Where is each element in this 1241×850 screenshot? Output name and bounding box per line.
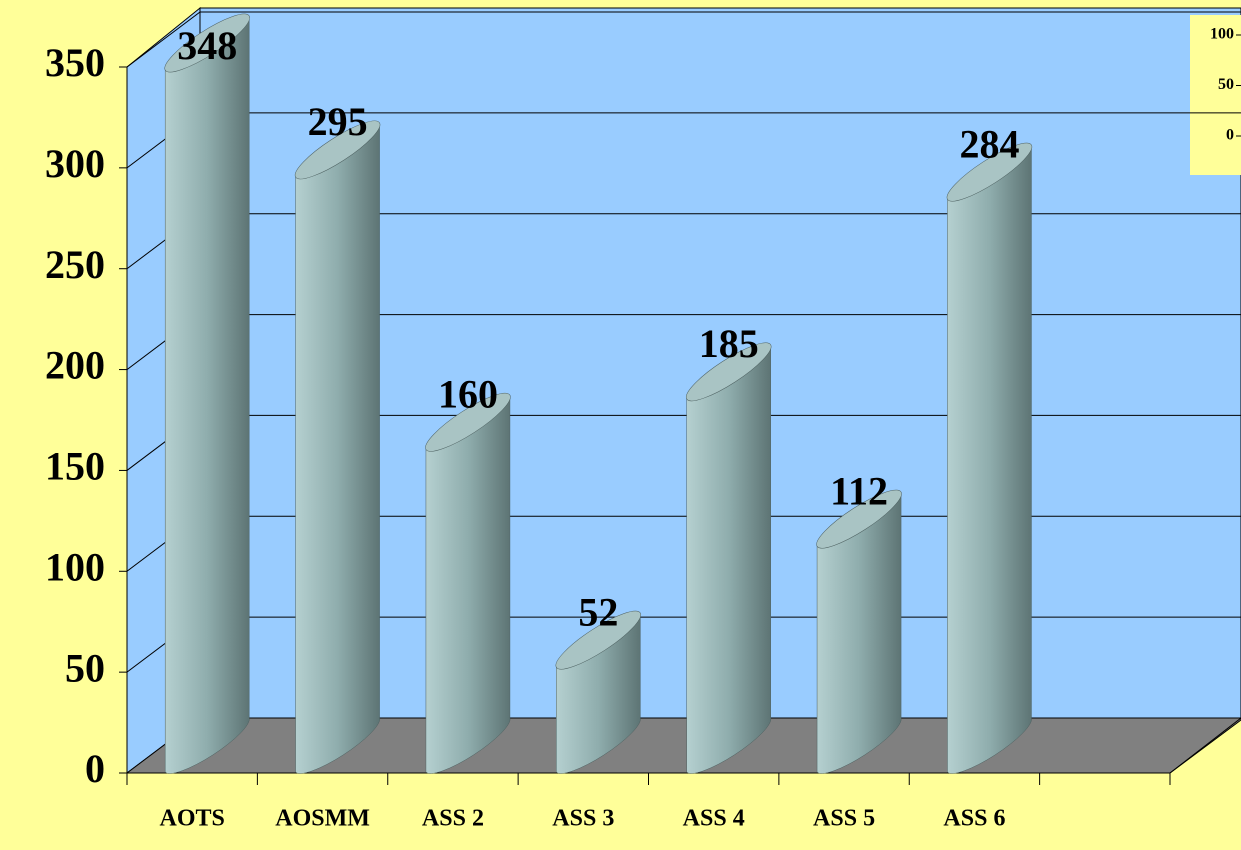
x-tick-label: ASS 5 bbox=[813, 806, 875, 832]
value-label: 185 bbox=[699, 321, 759, 366]
bar-top bbox=[816, 489, 902, 549]
y-tick-label: 250 bbox=[45, 242, 105, 287]
inset-tick-label: 0 bbox=[1226, 127, 1234, 144]
value-label: 295 bbox=[308, 99, 368, 144]
inset-tick-label: 50 bbox=[1218, 76, 1234, 93]
inset-panel bbox=[1190, 15, 1241, 175]
y-tick-label: 150 bbox=[45, 444, 105, 489]
value-label: 284 bbox=[959, 121, 1019, 166]
y-tick-label: 100 bbox=[45, 544, 105, 589]
x-tick-label: ASS 4 bbox=[683, 806, 745, 832]
bar bbox=[164, 14, 250, 774]
x-tick-label: ASS 2 bbox=[422, 806, 484, 832]
value-label: 112 bbox=[830, 468, 888, 513]
floor-edge bbox=[1169, 717, 1241, 774]
bar-top bbox=[425, 392, 511, 452]
floor bbox=[125, 717, 1241, 774]
bar-top bbox=[294, 120, 381, 180]
bar bbox=[686, 343, 772, 774]
value-label: 52 bbox=[578, 589, 618, 634]
y-tick-label: 300 bbox=[45, 141, 105, 186]
x-tick-label: AOSMM bbox=[275, 806, 370, 832]
value-label: 348 bbox=[177, 23, 237, 68]
bar-top bbox=[946, 142, 1033, 202]
x-tick-label: ASS 3 bbox=[552, 806, 614, 832]
y-tick-label: 350 bbox=[45, 40, 105, 85]
bar bbox=[425, 393, 511, 774]
bar bbox=[947, 143, 1032, 774]
bar-top bbox=[164, 13, 250, 73]
inset-tick-label: 100 bbox=[1210, 26, 1234, 43]
bar-top bbox=[685, 342, 772, 402]
bar-top bbox=[555, 610, 642, 670]
x-tick-label: ASS 6 bbox=[943, 806, 1005, 832]
grid-line bbox=[126, 11, 201, 68]
value-label: 160 bbox=[438, 371, 498, 416]
x-tick-label: AOTS bbox=[160, 806, 225, 832]
y-tick-label: 0 bbox=[85, 746, 105, 791]
y-tick-label: 50 bbox=[65, 645, 105, 690]
y-tick-label: 200 bbox=[45, 343, 105, 388]
bar bbox=[295, 121, 380, 774]
